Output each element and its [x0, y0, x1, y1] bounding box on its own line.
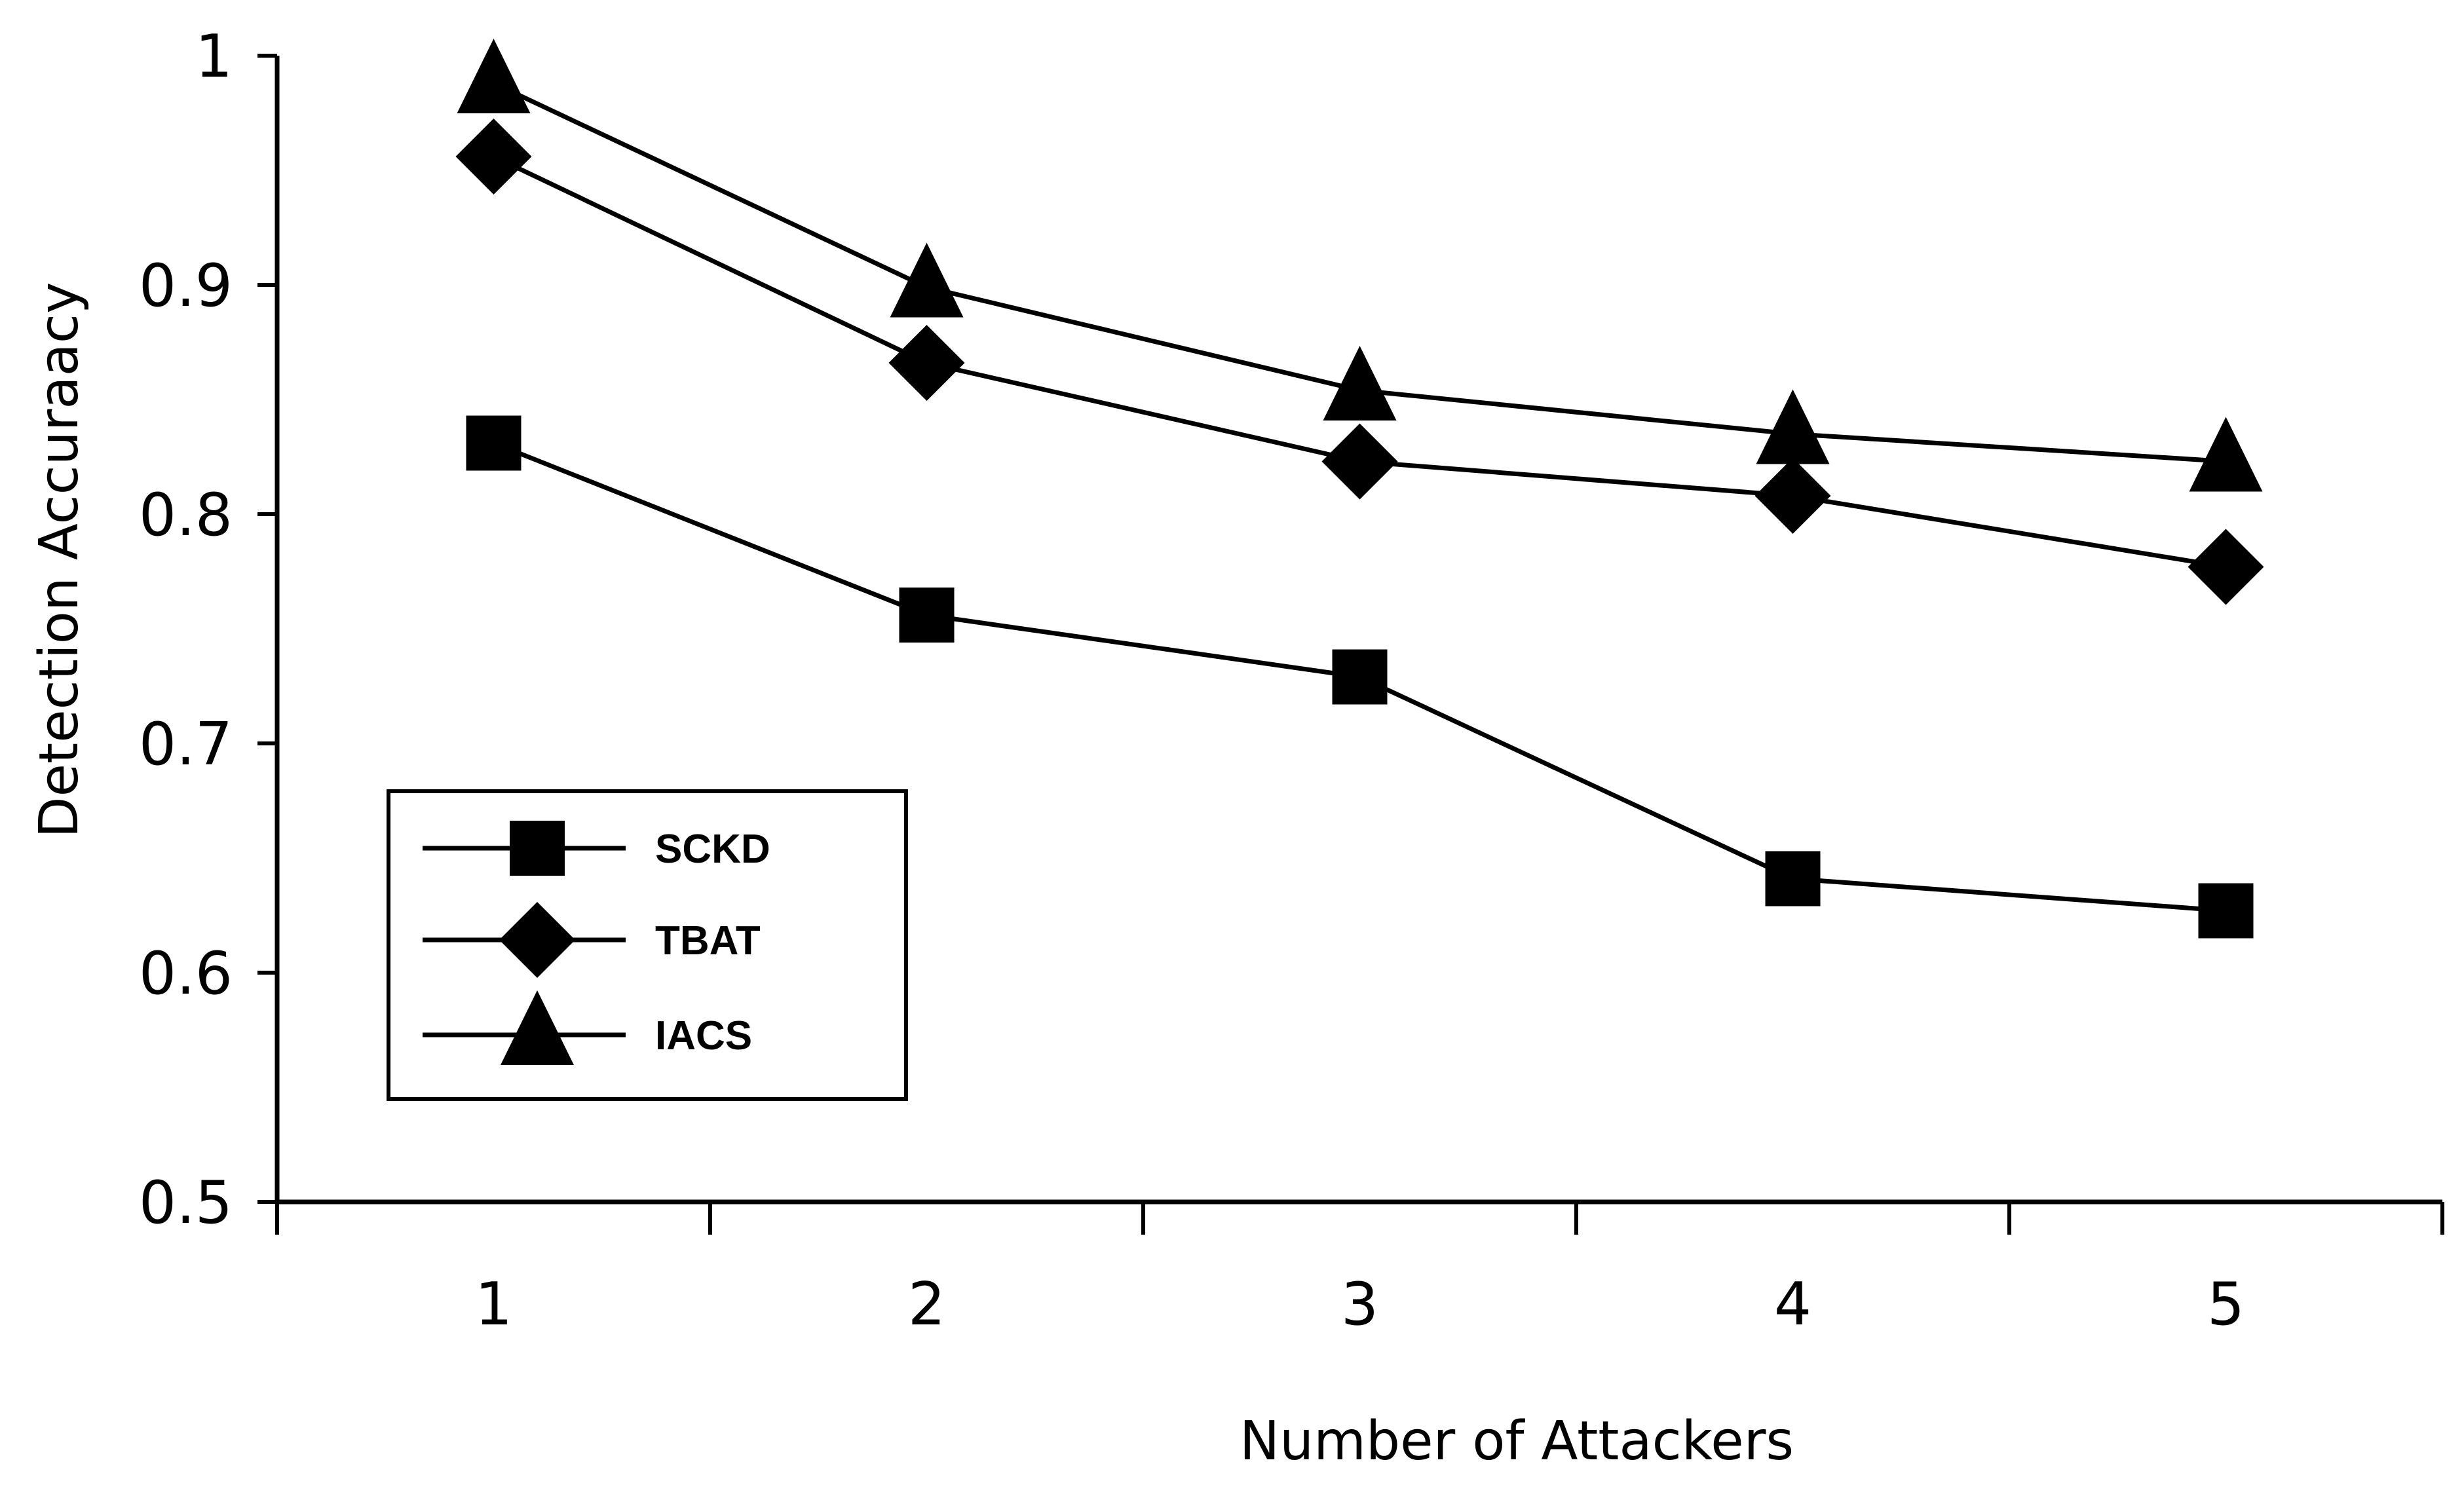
- y-tick-label: 0.9: [139, 252, 233, 320]
- x-tick-label: 4: [1774, 1270, 1811, 1339]
- legend: SCKD TBAT IACS: [387, 789, 908, 1101]
- y-tick-label: 0.5: [139, 1169, 233, 1237]
- legend-marker-sckd: [510, 821, 565, 876]
- data-point-iacs: [457, 39, 531, 113]
- y-axis-title: Detection Accuraacy: [28, 282, 90, 838]
- legend-box: [387, 789, 908, 1101]
- data-point-iacs: [890, 242, 964, 318]
- legend-label-iacs: IACS: [655, 1013, 752, 1058]
- x-tick-label: 5: [2207, 1270, 2245, 1339]
- legend-marker-iacs: [501, 990, 574, 1065]
- x-axis-title: Number of Attackers: [1240, 1410, 1794, 1472]
- x-tick-label: 1: [475, 1270, 512, 1339]
- legend-label-sckd: SCKD: [655, 827, 770, 872]
- data-point-iacs: [1323, 346, 1397, 421]
- data-point-sckd: [466, 415, 521, 471]
- series-sckd: [466, 415, 2254, 939]
- legend-label-tbat: TBAT: [655, 918, 761, 963]
- y-tick-label: 0.8: [139, 481, 233, 550]
- y-tick-label: 1: [195, 22, 233, 91]
- x-ticks: 1 2 3 4 5: [275, 1202, 2444, 1339]
- series-iacs: [457, 39, 2263, 492]
- y-tick-label: 0.6: [139, 939, 233, 1008]
- data-point-sckd: [899, 588, 955, 643]
- series-layer: [455, 39, 2264, 939]
- y-tick-label: 0.7: [139, 710, 233, 779]
- data-point-iacs: [2189, 417, 2263, 492]
- x-tick-label: 3: [1341, 1270, 1378, 1339]
- y-ticks: 0.5 0.6 0.7 0.8 0.9 1: [139, 22, 277, 1237]
- data-point-sckd: [1332, 649, 1388, 705]
- data-point-tbat: [1321, 423, 1398, 500]
- legend-marker-tbat: [499, 902, 575, 978]
- data-point-tbat: [2188, 529, 2264, 605]
- data-point-sckd: [1765, 851, 1821, 907]
- series-tbat: [455, 119, 2264, 605]
- axes: [275, 56, 2442, 1205]
- data-point-iacs: [1756, 389, 1830, 464]
- data-point-tbat: [455, 119, 532, 195]
- data-point-tbat: [888, 325, 965, 401]
- x-tick-label: 2: [908, 1270, 945, 1339]
- data-point-sckd: [2198, 883, 2254, 939]
- data-point-tbat: [1754, 458, 1831, 534]
